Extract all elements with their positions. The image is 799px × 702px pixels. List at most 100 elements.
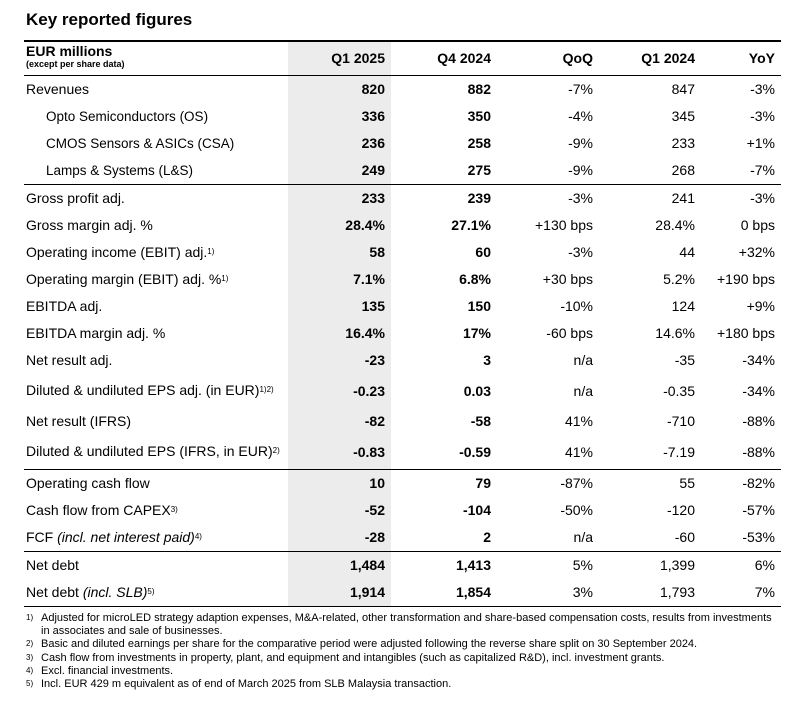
value-cell: n/a	[573, 352, 593, 368]
value-cell: 124	[671, 298, 695, 314]
row-label-text: Gross margin adj. %	[26, 216, 153, 233]
value-cell: 79	[391, 468, 497, 497]
value-cell: -53%	[742, 529, 775, 545]
value-cell: 1,914	[288, 578, 391, 607]
value-cell: -57%	[742, 502, 775, 518]
value-cell: -23	[288, 346, 391, 374]
footnote: 5) Incl. EUR 429 m equivalent as of end o…	[26, 678, 781, 691]
row-label: Net debt (incl. SLB)5)	[24, 578, 288, 607]
value-cell: -3%	[750, 81, 775, 97]
row-label-text: Net debt	[26, 556, 79, 573]
value-cell: -3%	[568, 244, 593, 260]
footnote-mark: 3)	[26, 652, 34, 662]
value-cell: -60 bps	[546, 325, 593, 341]
value-cell: +9%	[746, 298, 775, 314]
table-row: Net result (IFRS) -82 -58 41% -710 -88%	[24, 407, 781, 435]
value-cell: 236	[288, 129, 391, 157]
value-cell: +130 bps	[535, 217, 593, 233]
value-cell: 10	[288, 468, 391, 497]
row-label: CMOS Sensors & ASICs (CSA)	[24, 130, 288, 157]
value-cell: 1,484	[288, 550, 391, 579]
footnote-reference: 1)	[207, 246, 215, 256]
row-label: Diluted & undiluted EPS adj. (in EUR)1)2…	[24, 374, 288, 408]
value-cell: -0.35	[663, 382, 695, 399]
value-cell: +180 bps	[717, 325, 775, 341]
value-cell: 258	[467, 135, 491, 151]
value-cell: -50%	[560, 502, 593, 518]
value-cell: n/a	[573, 529, 593, 545]
value-cell: 2	[483, 529, 491, 545]
value-cell: -120	[666, 502, 695, 518]
row-label: Gross profit adj.	[24, 183, 288, 212]
row-label: EBITDA adj.	[24, 293, 288, 320]
value-cell: 27.1%	[451, 217, 491, 233]
row-label: Cash flow from CAPEX3)	[24, 497, 288, 524]
row-label-text: Net result (IFRS)	[26, 412, 132, 429]
value-cell: -3%	[750, 108, 775, 124]
value-cell: -34%	[742, 382, 775, 399]
table-row: Net debt (incl. SLB)5) 1,914 1,854 3% 1,793 7…	[24, 578, 781, 607]
table-row: Gross margin adj. % 28.4% 27.1% +130 bps 28.…	[24, 211, 781, 239]
footnote-reference: 3)	[170, 504, 178, 514]
value-cell: -0.23	[288, 373, 391, 408]
table-row: Cash flow from CAPEX3) -52 -104 -50% -120 -57…	[24, 496, 781, 524]
value-cell: 6%	[701, 550, 781, 579]
value-cell: 0.03	[463, 382, 491, 399]
value-cell: -9%	[568, 135, 593, 151]
table-row: Net debt 1,484 1,413 5% 1,399 6%	[24, 550, 781, 579]
table-row: Operating cash flow 10 79 -87% 55 -82%	[24, 468, 781, 497]
value-cell: -7.19	[663, 443, 695, 460]
value-cell: 41%	[564, 443, 593, 460]
footnote-reference: 1)2)	[259, 385, 274, 394]
table-row: Operating margin (EBIT) adj. %1) 7.1% 6.8%…	[24, 265, 781, 293]
footnote-text: Incl. EUR 429 m equivalent as of end of …	[41, 678, 452, 691]
value-cell: 41%	[564, 413, 593, 429]
value-cell: -7%	[568, 81, 593, 97]
header-unit-label: EUR millions	[26, 43, 113, 60]
value-cell: 5.2%	[663, 271, 695, 287]
value-cell: -104	[462, 502, 491, 518]
row-label-text: Net result adj.	[26, 351, 113, 368]
value-cell: 268	[671, 162, 695, 178]
footnote: 1) Adjusted for microLED strategy adaptio…	[26, 612, 781, 638]
value-cell: 55	[599, 468, 701, 497]
value-cell: 1,413	[391, 550, 497, 579]
row-label: Net result (IFRS)	[24, 408, 288, 435]
value-cell: 820	[288, 75, 391, 103]
value-cell: 7%	[701, 578, 781, 607]
value-cell: -3%	[701, 183, 781, 212]
row-label: Diluted & undiluted EPS (IFRS, in EUR)2)	[24, 435, 288, 470]
value-cell: 350	[467, 108, 491, 124]
row-label-text: Lamps & Systems (L&S)	[46, 162, 194, 178]
footnote-text: Excl. financial investments.	[41, 664, 174, 677]
row-label: Net result adj.	[24, 347, 288, 374]
value-cell: 239	[391, 183, 497, 212]
value-cell: 1,793	[599, 578, 701, 607]
value-cell: n/a	[573, 382, 593, 399]
table-row: Gross profit adj. 233 239 -3% 241 -3%	[24, 183, 781, 212]
table-row: EBITDA margin adj. % 16.4% 17% -60 bps 14.6%…	[24, 319, 781, 347]
value-cell: -0.59	[459, 443, 491, 460]
value-cell: +32%	[738, 244, 775, 260]
value-cell: 233	[671, 135, 695, 151]
table-row: CMOS Sensors & ASICs (CSA) 236 258 -9% 233 +1…	[24, 129, 781, 157]
table-row: FCF (incl. net interest paid)4) -28 2 n/a -6…	[24, 523, 781, 551]
footnote-reference: 1)	[221, 273, 229, 283]
table-title: Key reported figures	[26, 10, 193, 29]
footnote-text: Adjusted for microLED strategy adaption …	[41, 612, 772, 638]
row-label-text: Opto Semiconductors (OS)	[46, 108, 209, 124]
value-cell: 847	[671, 81, 695, 97]
footnote-reference: 4)	[194, 531, 202, 541]
value-cell: -0.83	[288, 434, 391, 469]
row-label: Lamps & Systems (L&S)	[24, 157, 288, 185]
value-cell: -10%	[560, 298, 593, 314]
value-cell: -82	[288, 407, 391, 435]
table-row: Lamps & Systems (L&S) 249 275 -9% 268 -7%	[24, 156, 781, 185]
header-row: EUR millions (except per share data) Q1 …	[24, 40, 781, 76]
value-cell: -88%	[742, 413, 775, 429]
value-cell: +30 bps	[542, 271, 593, 287]
footnote-mark: 4)	[26, 665, 34, 675]
table-row: Diluted & undiluted EPS (IFRS, in EUR)2)…	[24, 434, 781, 470]
row-label: Operating income (EBIT) adj.1)	[24, 239, 288, 266]
value-cell: 5%	[497, 550, 599, 579]
